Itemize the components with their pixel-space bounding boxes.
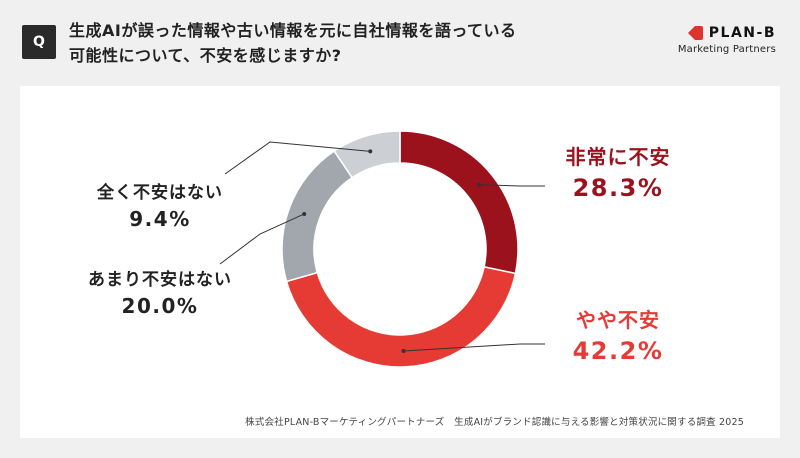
label-not-very-anxious-value: 20.0% [121, 294, 199, 318]
source-citation: 株式会社PLAN-Bマーケティングパートナーズ 生成AIがブランド認識に与える影… [245, 417, 744, 428]
label-not-very-anxious-name: あまり不安はない [88, 270, 232, 290]
plan-b-logo-icon [687, 26, 703, 40]
label-very-anxious: 非常に不安 28.3% [548, 141, 688, 202]
leader-very-anxious [479, 184, 545, 187]
label-not-anxious-at-all: 全く不安はない 9.4% [80, 178, 240, 231]
label-not-anxious-at-all-name: 全く不安はない [97, 183, 223, 203]
chart-panel: 非常に不安 28.3% やや不安 42.2% あまり不安はない 20.0% 全く… [20, 86, 780, 438]
donut-chart [219, 130, 545, 368]
slice-somewhat-anxious [285, 265, 517, 368]
label-very-anxious-value: 28.3% [572, 174, 664, 202]
leader-not-anxious-at-all [224, 141, 371, 175]
logo-subtitle: Marketing Partners [677, 44, 776, 55]
slice-not-very-anxious [281, 149, 354, 283]
logo-name: PLAN-B [708, 25, 776, 41]
question-line-1: 生成AIが誤った情報や古い情報を元に自社情報を語っている [69, 21, 517, 40]
question-title: 生成AIが誤った情報や古い情報を元に自社情報を語っている 可能性について、不安を… [69, 18, 629, 68]
leader-not-very-anxious [219, 213, 305, 265]
label-somewhat-anxious: やや不安 42.2% [548, 304, 688, 365]
question-badge: Q [22, 25, 56, 59]
company-logo: PLAN-B Marketing Partners [656, 24, 776, 55]
slice-not-anxious-at-all [333, 130, 401, 179]
slice-very-anxious [399, 130, 519, 275]
leader-not-anxious-at-all-dot [368, 149, 373, 154]
leader-somewhat-anxious [403, 343, 545, 352]
label-somewhat-anxious-name: やや不安 [576, 308, 660, 332]
label-somewhat-anxious-value: 42.2% [572, 337, 664, 365]
leader-somewhat-anxious-dot [401, 348, 406, 353]
leader-not-very-anxious-dot [302, 211, 307, 216]
leader-very-anxious-dot [477, 182, 482, 187]
question-line-2: 可能性について、不安を感じますか? [69, 46, 342, 65]
label-very-anxious-name: 非常に不安 [565, 145, 671, 169]
label-not-anxious-at-all-value: 9.4% [129, 207, 191, 231]
label-not-very-anxious: あまり不安はない 20.0% [80, 265, 240, 318]
